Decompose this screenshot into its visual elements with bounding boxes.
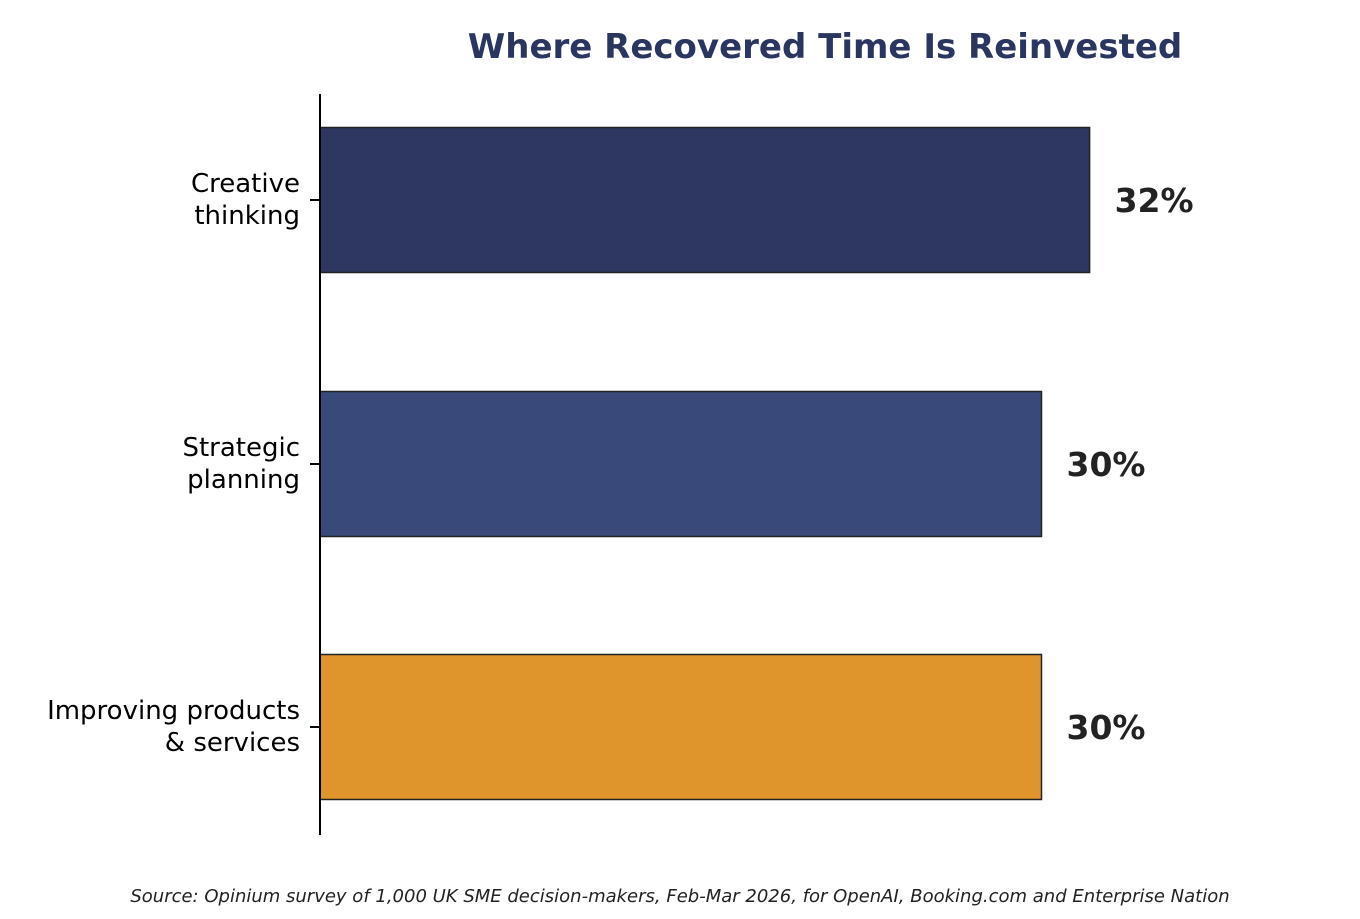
data-label: 30% [1067, 708, 1146, 747]
category-label: Creative thinking [191, 169, 300, 231]
data-label: 30% [1067, 445, 1146, 484]
source-note: Source: Opinium survey of 1,000 UK SME d… [130, 886, 1229, 907]
bar [319, 126, 1091, 274]
bar [319, 653, 1043, 801]
chart-title: Where Recovered Time Is Reinvested [468, 27, 1183, 67]
category-label: Strategic planning [182, 433, 300, 495]
bar [319, 390, 1043, 538]
category-label: Improving products & services [47, 696, 300, 758]
plot-area: 32% Creative thinking 30% Strategic planning 3… [47, 126, 1194, 801]
data-label: 32% [1115, 181, 1194, 220]
